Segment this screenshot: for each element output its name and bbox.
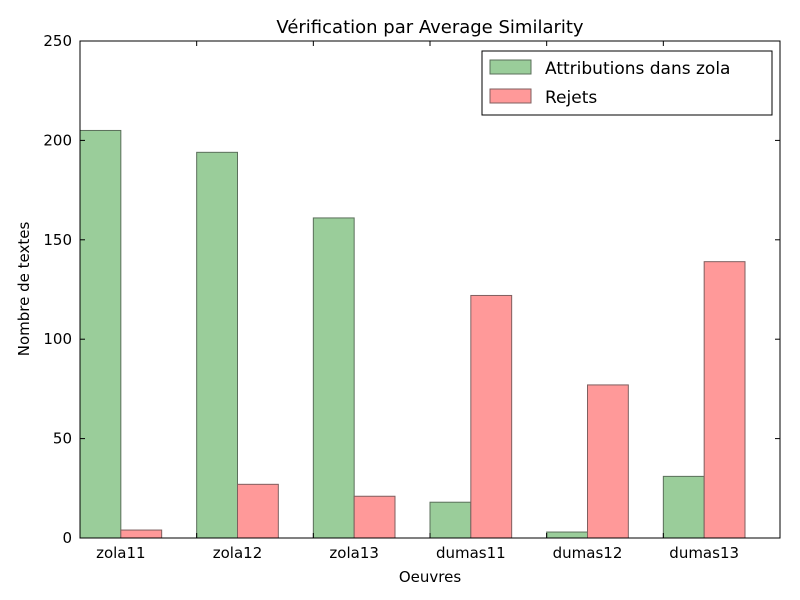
chart-title: Vérification par Average Similarity [276, 17, 584, 38]
legend: Attributions dans zola Rejets [481, 50, 773, 116]
y-tick-label: 0 [62, 529, 72, 547]
legend-label-rejets: Rejets [545, 88, 597, 108]
bar-attributions-zola12 [196, 151, 239, 539]
y-tick-label: 150 [43, 231, 72, 249]
x-tick-label-zola11: zola11 [96, 544, 146, 562]
x-tick-label-zola12: zola12 [213, 544, 263, 562]
bar-attributions-dumas13 [662, 475, 705, 539]
y-tick-label: 250 [43, 32, 72, 50]
y-tick-label: 50 [53, 430, 72, 448]
x-axis: zola11 zola12 zola13 dumas11 dumas12 dumas13 [79, 41, 739, 562]
y-axis: 0 50 100 150 200 250 [43, 32, 780, 547]
bar-rejets-dumas12 [587, 384, 629, 539]
y-axis-label: Nombre de textes [15, 222, 33, 357]
legend-swatch-attributions [489, 59, 532, 75]
bar-attributions-zola13 [312, 217, 355, 539]
legend-swatch-rejets [489, 88, 532, 104]
x-axis-label: Oeuvres [399, 568, 461, 586]
legend-label-attributions: Attributions dans zola [545, 59, 730, 79]
x-tick-label-zola13: zola13 [329, 544, 379, 562]
bar-attributions-dumas11 [429, 501, 472, 539]
plot-frame [79, 40, 781, 539]
x-tick-label-dumas11: dumas11 [436, 544, 506, 562]
bars-layer [79, 129, 746, 539]
bar-rejets-zola13 [353, 495, 396, 539]
bar-rejets-zola12 [237, 483, 279, 539]
x-tick-label-dumas12: dumas12 [553, 544, 623, 562]
bar-attributions-zola11 [79, 129, 122, 539]
y-tick-label: 200 [43, 131, 72, 149]
bar-rejets-zola11 [120, 529, 163, 539]
y-tick-label: 100 [43, 330, 72, 348]
bar-attributions-dumas12 [546, 531, 589, 539]
bar-rejets-dumas13 [703, 261, 746, 539]
x-tick-label-dumas13: dumas13 [669, 544, 739, 562]
bar-rejets-dumas11 [470, 294, 513, 539]
